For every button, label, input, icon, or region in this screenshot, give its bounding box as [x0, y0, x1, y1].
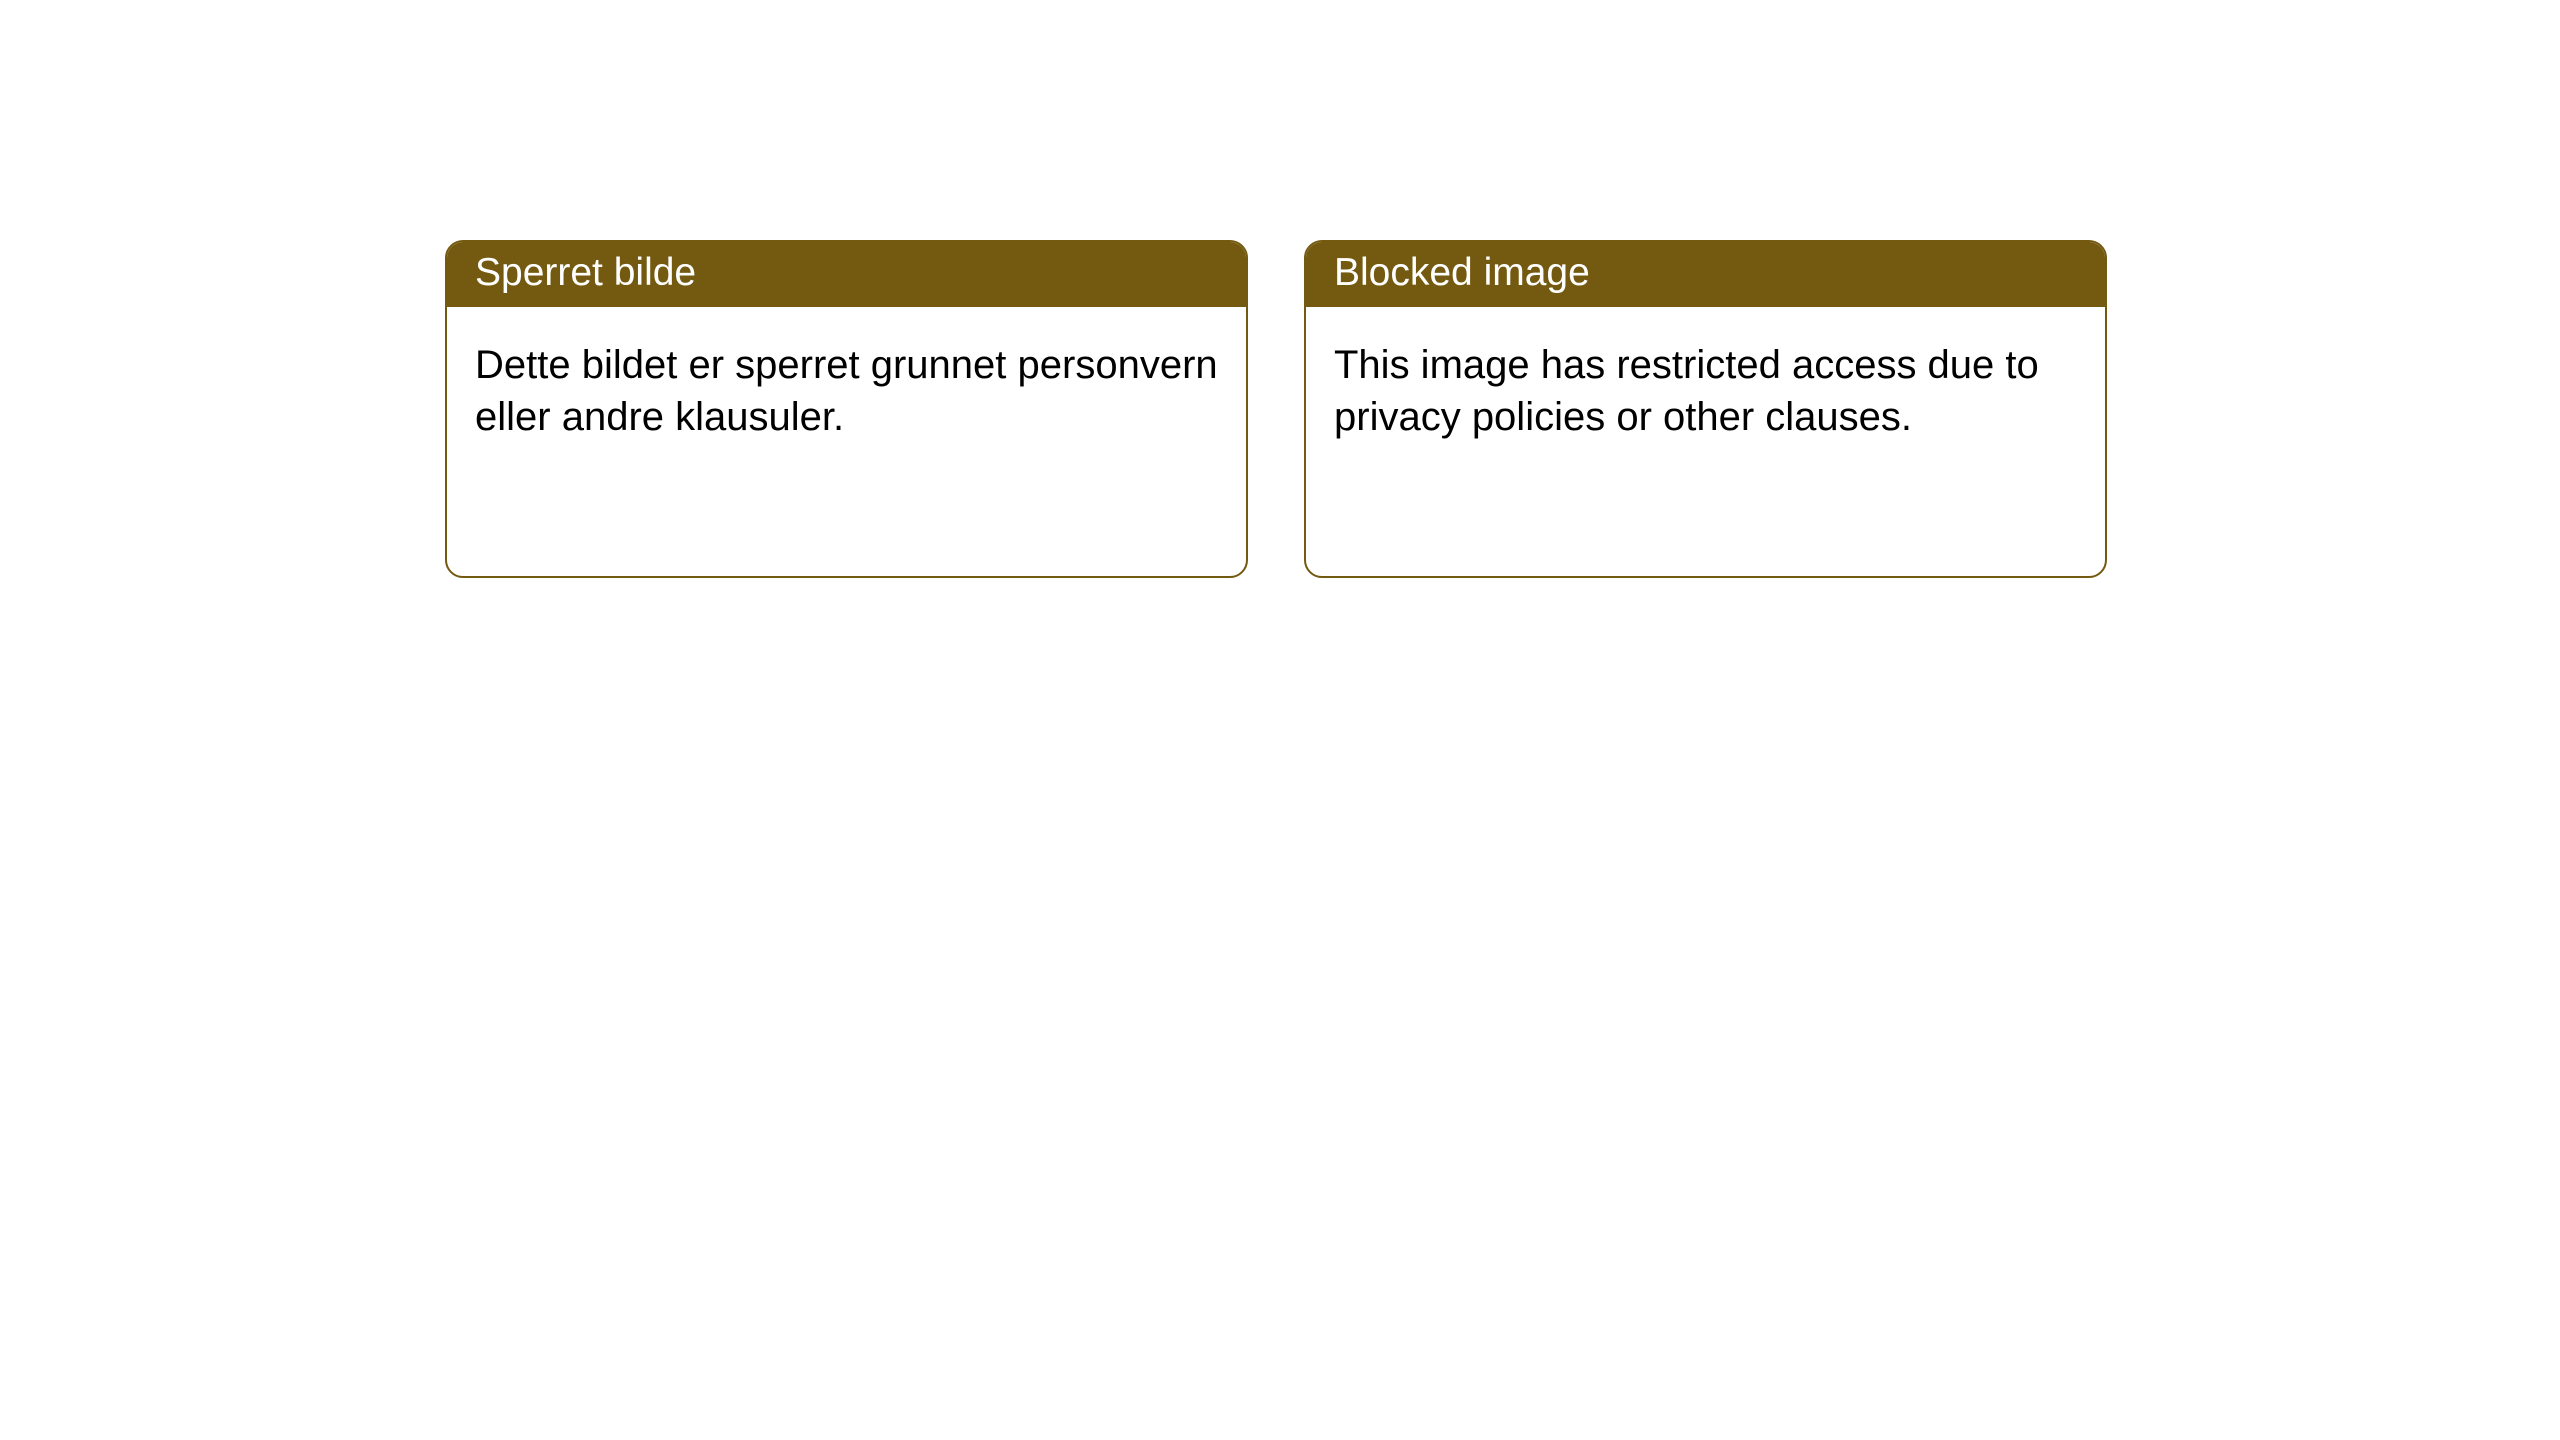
card-body-en: This image has restricted access due to … — [1306, 307, 2105, 475]
card-header-no: Sperret bilde — [447, 242, 1246, 307]
card-body-no: Dette bildet er sperret grunnet personve… — [447, 307, 1246, 475]
card-header-en: Blocked image — [1306, 242, 2105, 307]
blocked-image-card-en: Blocked image This image has restricted … — [1304, 240, 2107, 578]
cards-container: Sperret bilde Dette bildet er sperret gr… — [0, 0, 2560, 578]
blocked-image-card-no: Sperret bilde Dette bildet er sperret gr… — [445, 240, 1248, 578]
